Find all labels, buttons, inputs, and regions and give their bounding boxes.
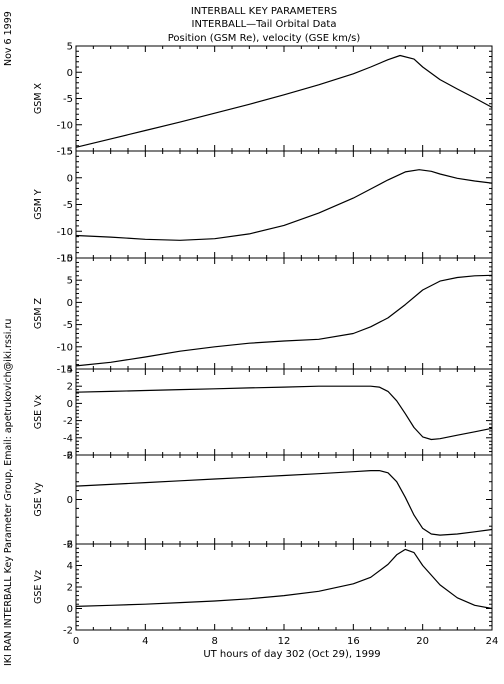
panel-2-y-tick-label: -15 xyxy=(57,254,73,265)
panel-2-frame xyxy=(75,150,493,259)
panel-1-y-tick-label: 0 xyxy=(67,68,73,79)
panel-3-frame xyxy=(75,257,493,370)
panel-1-y-tick-label: -10 xyxy=(57,120,73,131)
x-tick-label: 0 xyxy=(73,636,79,647)
panel-6-y-tick-label: 6 xyxy=(67,540,73,551)
panel-2-y-tick-label: -5 xyxy=(63,200,73,211)
panel-6-y-tick-label: 0 xyxy=(67,604,73,615)
panel-5-y-tick-label: 2 xyxy=(67,451,73,462)
panel-4-y-tick-label: -2 xyxy=(63,416,73,427)
panel-4-ylabel: GSE Vx xyxy=(33,394,44,429)
x-tick-label: 4 xyxy=(142,636,148,647)
x-tick-label: 8 xyxy=(211,636,217,647)
panel-2-y-tick-label: 0 xyxy=(67,173,73,184)
panel-4-y-tick-label: -4 xyxy=(63,433,73,444)
x-tick-label: 24 xyxy=(486,636,499,647)
panel-4-frame xyxy=(75,368,493,456)
panel-5-ylabel: GSE Vy xyxy=(33,482,44,517)
panel-6-ylabel: GSE Vz xyxy=(33,570,44,604)
panel-3-ylabel: GSM Z xyxy=(33,297,44,329)
panel-6-series-line xyxy=(75,548,493,610)
panel-3-y-tick-label: 10 xyxy=(60,254,73,265)
panel-5-y-tick-label: 0 xyxy=(67,495,73,506)
panel-4-y-tick-label: -6 xyxy=(63,451,73,462)
panel-2-ylabel: GSM Y xyxy=(33,189,44,220)
panel-4-series-line xyxy=(75,385,493,441)
panel-1-ylabel: GSM X xyxy=(33,82,44,114)
panel-4-y-tick-label: 0 xyxy=(67,399,73,410)
panel-4-y-tick-label: 2 xyxy=(67,382,73,393)
x-tick-label: 12 xyxy=(278,636,291,647)
panel-3-y-tick-label: -15 xyxy=(57,365,73,376)
date-stamp: Nov 6 1999 xyxy=(3,11,14,66)
x-tick-label: 20 xyxy=(416,636,429,647)
panel-6-frame xyxy=(75,543,493,631)
panel-1-series-line xyxy=(75,54,493,148)
panel-2-y-tick-label: -10 xyxy=(57,227,73,238)
panel-6-y-tick-label: -2 xyxy=(63,626,73,637)
chart-title-line-3: Position (GSM Re), velocity (GSE km/s) xyxy=(168,33,361,44)
x-tick-label: 16 xyxy=(347,636,360,647)
panel-3-series-line xyxy=(75,274,493,367)
panel-6-y-tick-label: 4 xyxy=(67,561,73,572)
panel-5-y-tick-label: -2 xyxy=(63,540,73,551)
panel-4-y-tick-label: 4 xyxy=(67,365,73,376)
panel-3-y-tick-label: 0 xyxy=(67,298,73,309)
panel-6-y-tick-label: 2 xyxy=(67,583,73,594)
panel-3-y-tick-label: 5 xyxy=(67,276,73,287)
panel-1-frame xyxy=(75,45,493,152)
panel-2-y-tick-label: 5 xyxy=(67,147,73,158)
panel-1-y-tick-label: -5 xyxy=(63,94,73,105)
panel-2-series-line xyxy=(75,169,493,241)
x-axis-label: UT hours of day 302 (Oct 29), 1999 xyxy=(203,649,380,660)
panel-5-series-line xyxy=(75,470,493,536)
panel-3-y-tick-label: -5 xyxy=(63,320,73,331)
panels-group: -15 -10 -5 0 5 GSM X -15 -10 -5 0 5 GSM Y -15 -10 -5 0 5… xyxy=(33,42,498,661)
panel-5-frame xyxy=(75,454,493,545)
panel-3-y-tick-label: -10 xyxy=(57,342,73,353)
panel-1-y-tick-label: 5 xyxy=(67,42,73,53)
panel-1-y-tick-label: -15 xyxy=(57,147,73,158)
chart-title-line-1: INTERBALL KEY PARAMETERS xyxy=(191,6,337,17)
chart-title-line-2: INTERBALL—Tail Orbital Data xyxy=(192,19,337,30)
credit-text: IKI RAN INTERBALL Key Parameter Group, E… xyxy=(3,319,14,666)
